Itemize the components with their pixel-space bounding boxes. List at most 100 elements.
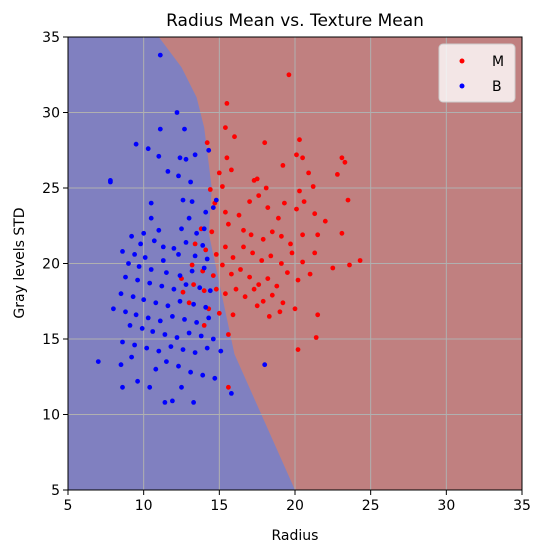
point-m xyxy=(216,310,222,316)
point-b xyxy=(135,277,141,283)
point-b xyxy=(120,384,125,390)
point-b xyxy=(165,303,171,309)
point-b xyxy=(142,255,148,260)
point-m xyxy=(280,163,286,168)
x-tick-label: 10 xyxy=(135,498,153,514)
point-m xyxy=(248,232,254,238)
point-m xyxy=(226,384,231,390)
point-b xyxy=(188,179,194,185)
point-m xyxy=(207,187,213,192)
y-ticks: 5 10 15 20 25 30 35 xyxy=(42,30,68,499)
point-b xyxy=(164,359,169,364)
point-b xyxy=(210,336,216,342)
point-b xyxy=(168,344,174,349)
point-m xyxy=(210,273,216,278)
point-b xyxy=(156,227,162,233)
y-tick-label: 20 xyxy=(42,257,60,273)
point-b xyxy=(182,317,187,322)
point-b xyxy=(171,246,177,251)
point-m xyxy=(201,323,207,328)
point-m xyxy=(345,197,351,203)
point-m xyxy=(315,232,321,238)
point-b xyxy=(164,270,169,275)
point-b xyxy=(191,400,197,405)
point-m xyxy=(204,140,210,146)
point-b xyxy=(111,306,116,312)
point-m xyxy=(330,265,336,271)
x-tick-label: 35 xyxy=(513,498,531,514)
point-m xyxy=(224,101,230,106)
point-b xyxy=(157,126,163,132)
point-m xyxy=(312,250,318,256)
y-tick-label: 25 xyxy=(42,181,60,197)
point-b xyxy=(182,126,187,132)
point-b xyxy=(171,286,177,292)
point-b xyxy=(177,298,183,304)
point-b xyxy=(197,285,203,291)
point-m xyxy=(307,271,313,277)
point-m xyxy=(339,230,345,236)
point-m xyxy=(262,140,268,146)
point-b xyxy=(160,258,166,263)
legend-marker-m xyxy=(459,58,465,64)
point-m xyxy=(213,252,219,257)
point-m xyxy=(347,262,352,268)
x-tick-label: 25 xyxy=(362,498,380,514)
point-b xyxy=(194,230,200,236)
legend-box xyxy=(438,43,516,103)
point-m xyxy=(203,247,209,253)
point-m xyxy=(266,314,272,319)
x-tick-label: 5 xyxy=(64,498,73,514)
point-b xyxy=(147,280,153,286)
point-m xyxy=(288,241,293,247)
point-b xyxy=(148,215,154,221)
chart-title: Radius Mean vs. Texture Mean xyxy=(166,11,424,31)
point-b xyxy=(212,375,218,381)
point-m xyxy=(229,167,234,173)
point-b xyxy=(194,320,200,325)
point-m xyxy=(294,152,299,158)
point-m xyxy=(236,212,242,218)
point-m xyxy=(191,282,197,287)
point-b xyxy=(148,267,154,272)
point-m xyxy=(232,134,237,140)
point-b xyxy=(206,315,212,321)
data-points xyxy=(95,52,363,405)
point-b xyxy=(183,282,189,287)
point-b xyxy=(145,315,151,321)
point-m xyxy=(274,283,280,289)
point-b xyxy=(108,179,113,185)
point-m xyxy=(224,155,230,161)
point-m xyxy=(292,306,298,312)
x-axis-label: Radius xyxy=(272,528,319,544)
point-b xyxy=(170,314,175,319)
point-b xyxy=(189,268,195,274)
point-m xyxy=(300,155,305,161)
point-m xyxy=(250,250,256,256)
point-m xyxy=(209,229,215,235)
point-b xyxy=(157,318,163,324)
point-m xyxy=(269,229,275,235)
point-m xyxy=(241,244,246,250)
point-b xyxy=(207,288,213,294)
point-b xyxy=(151,238,157,244)
point-m xyxy=(301,199,307,205)
x-tick-label: 30 xyxy=(437,498,455,514)
point-b xyxy=(127,323,133,328)
point-b xyxy=(186,215,192,221)
point-b xyxy=(179,384,184,390)
point-b xyxy=(156,153,162,159)
point-m xyxy=(247,199,253,205)
point-m xyxy=(213,286,219,292)
point-m xyxy=(279,261,284,266)
point-m xyxy=(297,137,302,143)
point-b xyxy=(162,332,168,337)
point-m xyxy=(294,206,299,212)
point-b xyxy=(180,197,186,203)
point-m xyxy=(280,300,286,306)
point-b xyxy=(176,173,181,179)
legend-marker-b xyxy=(459,83,465,89)
point-b xyxy=(95,359,101,364)
point-m xyxy=(223,244,228,250)
point-m xyxy=(216,170,222,176)
